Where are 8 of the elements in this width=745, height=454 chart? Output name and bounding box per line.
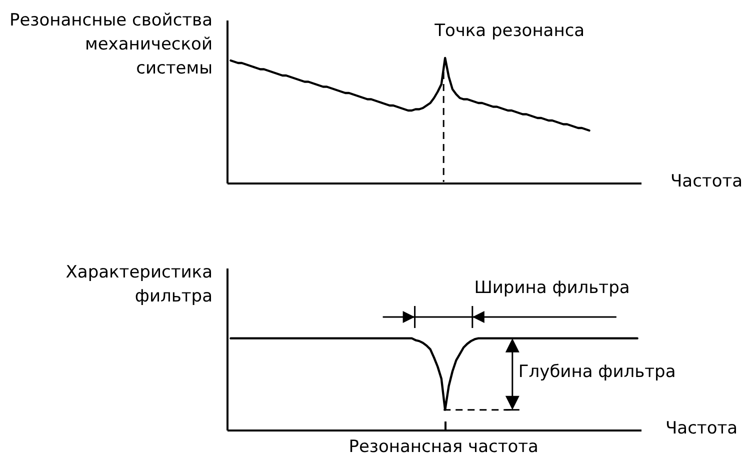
y-axis-title: Характеристика фильтра	[66, 262, 212, 306]
x-axis-title: Частота	[666, 418, 738, 438]
text: Точка резонанса	[434, 21, 585, 41]
x-axis-title: Частота	[670, 172, 743, 192]
text: Ширина фильтра	[474, 278, 630, 298]
y-axis-title: Резонансные свойства механической системы	[9, 10, 212, 78]
annotation: Глубина фильтра	[518, 362, 676, 382]
text: Резонансная частота	[348, 437, 538, 454]
